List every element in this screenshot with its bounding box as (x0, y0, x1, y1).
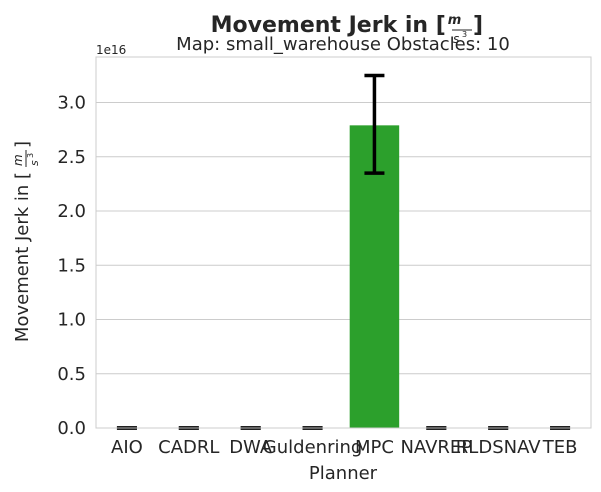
y-axis-label-fraction-denominator: s (28, 160, 41, 166)
x-axis-label: Planner (309, 463, 378, 484)
plot-background (96, 57, 591, 428)
bar-mpc (349, 125, 400, 428)
y-axis-label-close-bracket: ] (12, 141, 33, 148)
y-axis-label-fraction-numerator: m (11, 154, 25, 166)
title-fraction-denominator: s (453, 32, 459, 46)
y-tick-label: 1.5 (57, 255, 86, 276)
chart-title: Movement Jerk in [m (211, 13, 462, 38)
y-tick-labels: 0.0 0.5 1.0 1.5 2.0 2.5 3.0 (57, 93, 86, 439)
y-tick-label: 2.0 (57, 201, 86, 222)
bars (349, 125, 400, 428)
x-tick-label: Guldenring (263, 437, 363, 458)
x-tick-label: RLDSNAV (456, 437, 541, 458)
chart-subtitle: Map: small_warehouse Obstacles: 10 (176, 34, 510, 55)
y-tick-label: 3.0 (57, 93, 86, 114)
gridlines (96, 102, 591, 429)
title-close-bracket: ] (473, 13, 483, 38)
y-tick-label: 0.0 (57, 418, 86, 439)
x-tick-label: AIO (111, 437, 143, 458)
x-tick-label: DWA (229, 437, 273, 458)
title-fraction-exponent: 3 (462, 30, 467, 39)
y-tick-label: 0.5 (57, 364, 86, 385)
plot-area (95, 56, 592, 430)
y-axis-label: Movement Jerk in [ m s 3 ] (11, 141, 41, 342)
y-axis-label-fraction-exponent: 3 (26, 153, 35, 158)
x-tick-label: MPC (355, 437, 394, 458)
y-offset-label: 1e16 (96, 43, 126, 57)
x-tick-label: TEB (542, 437, 578, 458)
plot-frame (95, 56, 592, 429)
y-tick-label: 1.0 (57, 310, 86, 331)
title-fraction: s 3 ] (452, 13, 483, 46)
x-tick-label: NAVREP (400, 437, 472, 458)
y-tick-label: 2.5 (57, 147, 86, 168)
y-axis-label-text: Movement Jerk in [ (12, 172, 33, 342)
x-tick-label: CADRL (158, 437, 219, 458)
error-bar-mpc (364, 73, 385, 175)
